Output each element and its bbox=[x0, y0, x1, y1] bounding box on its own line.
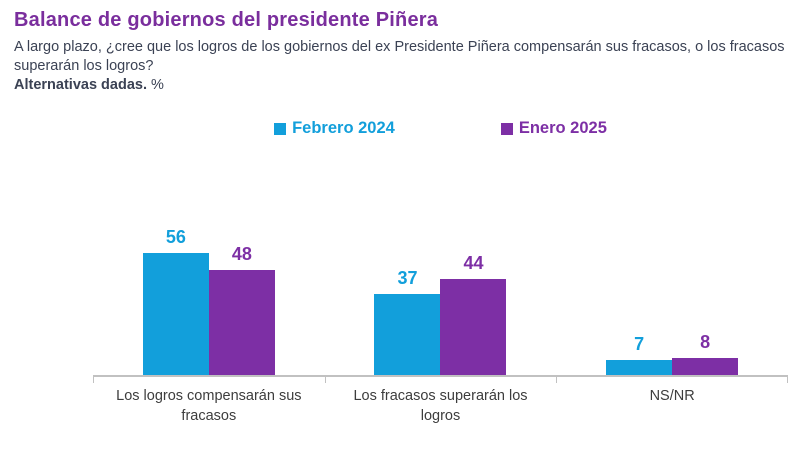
header: Balance de gobiernos del presidente Piñe… bbox=[14, 8, 792, 95]
chart-note: Alternativas dadas. % bbox=[14, 76, 792, 95]
category-label: NS/NR bbox=[649, 388, 695, 404]
bar-value-label: 44 bbox=[463, 253, 484, 274]
legend-swatch-blue-icon bbox=[274, 122, 287, 135]
bar-value-label: 8 bbox=[700, 331, 711, 352]
bar-value-label: 7 bbox=[634, 333, 645, 354]
category-labels: Los logros compensarán sus fracasos Los f… bbox=[93, 386, 788, 427]
category-label: Los fracasos superarán los logros bbox=[353, 388, 528, 425]
axis-tick bbox=[324, 377, 326, 383]
page-title: Balance de gobiernos del presidente Piñe… bbox=[14, 9, 439, 31]
legend-swatch-purple-icon bbox=[500, 122, 513, 135]
bar: 37 bbox=[374, 268, 441, 375]
axis-tick bbox=[787, 377, 788, 383]
bar-group: 37 44 bbox=[325, 200, 557, 375]
chart-note-units: % bbox=[146, 77, 164, 94]
chart-legend: Febrero 2024 Enero 2025 bbox=[93, 119, 788, 138]
axis-tick bbox=[556, 377, 558, 383]
legend-item-enero-2025: Enero 2025 bbox=[500, 119, 607, 138]
category-label: Los logros compensarán sus fracasos bbox=[116, 388, 302, 425]
chart-subtitle: A largo plazo, ¿cree que los logros de l… bbox=[14, 39, 785, 75]
bar: 56 bbox=[142, 227, 209, 375]
bar-value-label: 56 bbox=[165, 226, 186, 247]
bar: 8 bbox=[672, 332, 739, 375]
bar: 7 bbox=[606, 334, 673, 375]
legend-label: Febrero 2024 bbox=[292, 119, 395, 137]
axis-tick bbox=[93, 377, 94, 383]
legend-item-febrero-2024: Febrero 2024 bbox=[274, 119, 395, 138]
plot-area: 56 48 37 44 7 8 bbox=[93, 200, 788, 375]
legend-label: Enero 2025 bbox=[518, 119, 607, 137]
bar-value-label: 48 bbox=[231, 244, 252, 265]
x-axis-line bbox=[93, 375, 788, 383]
bar-value-label: 37 bbox=[397, 268, 418, 289]
chart-note-bold: Alternativas dadas. bbox=[14, 77, 147, 94]
bar: 44 bbox=[440, 253, 507, 375]
bar: 48 bbox=[208, 244, 275, 375]
bar-group: 56 48 bbox=[93, 200, 325, 375]
